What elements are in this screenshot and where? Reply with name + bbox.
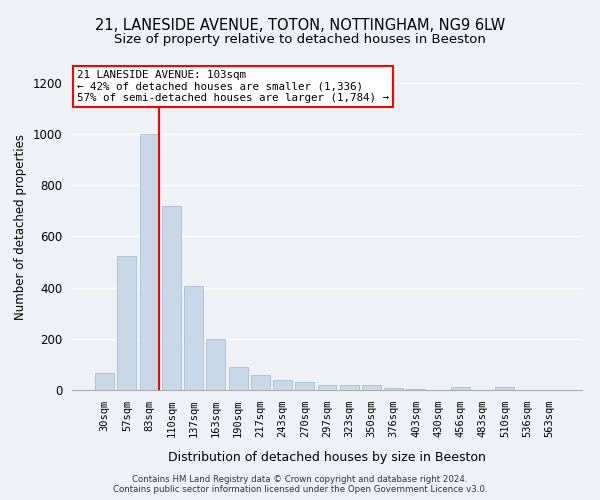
Bar xyxy=(384,388,403,390)
Y-axis label: Number of detached properties: Number of detached properties xyxy=(14,134,27,320)
Bar xyxy=(406,388,425,390)
Bar xyxy=(362,386,381,390)
Bar xyxy=(206,340,225,390)
Bar xyxy=(251,374,270,390)
Bar xyxy=(496,388,514,390)
Bar xyxy=(451,388,470,390)
Bar xyxy=(317,386,337,390)
Bar xyxy=(184,286,203,390)
Text: Contains HM Land Registry data © Crown copyright and database right 2024.
Contai: Contains HM Land Registry data © Crown c… xyxy=(113,474,487,494)
Bar xyxy=(95,374,114,390)
Bar xyxy=(273,380,292,390)
Bar xyxy=(295,382,314,390)
Bar xyxy=(229,367,248,390)
Bar xyxy=(140,134,158,390)
Bar xyxy=(340,385,359,390)
Bar xyxy=(162,206,181,390)
Text: 21 LANESIDE AVENUE: 103sqm
← 42% of detached houses are smaller (1,336)
57% of s: 21 LANESIDE AVENUE: 103sqm ← 42% of deta… xyxy=(77,70,389,103)
X-axis label: Distribution of detached houses by size in Beeston: Distribution of detached houses by size … xyxy=(168,451,486,464)
Text: Size of property relative to detached houses in Beeston: Size of property relative to detached ho… xyxy=(114,32,486,46)
Bar xyxy=(118,256,136,390)
Text: 21, LANESIDE AVENUE, TOTON, NOTTINGHAM, NG9 6LW: 21, LANESIDE AVENUE, TOTON, NOTTINGHAM, … xyxy=(95,18,505,32)
